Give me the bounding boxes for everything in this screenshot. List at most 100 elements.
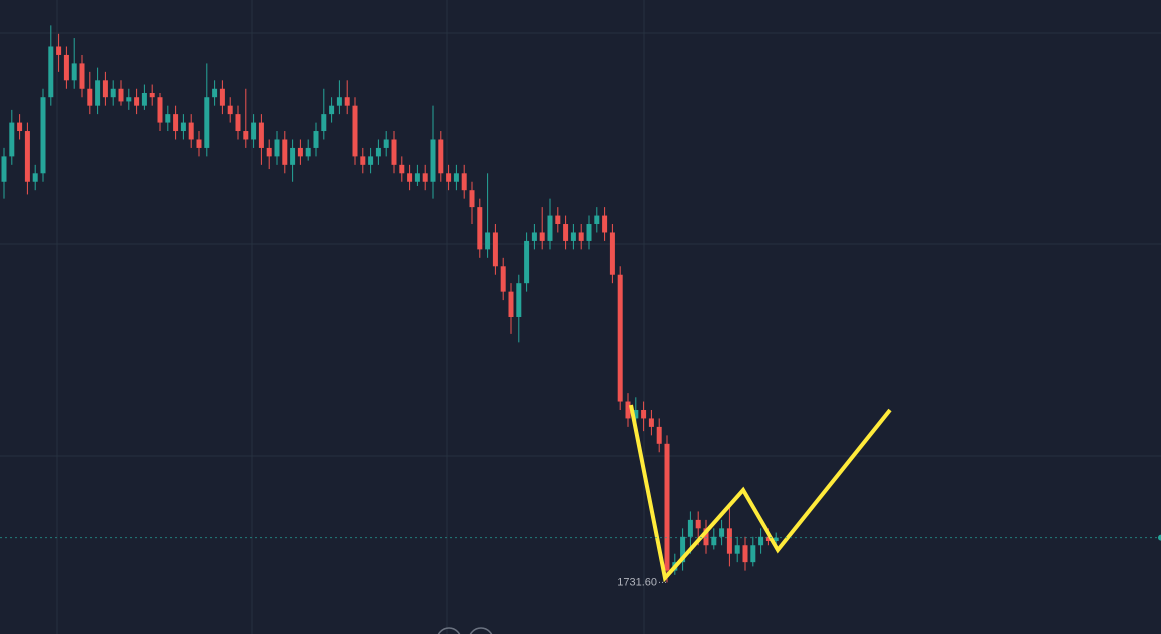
candle-body (492, 232, 498, 267)
candle-body (71, 63, 77, 81)
candle-body (648, 418, 654, 427)
candle-body (48, 46, 54, 98)
candle-body (212, 88, 218, 98)
candle-body (391, 139, 397, 165)
candle-body (555, 215, 561, 225)
candle-body (9, 122, 15, 157)
candle-body (656, 426, 662, 444)
candle-body (726, 528, 732, 554)
candle-body (734, 545, 740, 554)
candle-body (360, 156, 366, 165)
candle-body (204, 97, 210, 148)
candle-body (282, 139, 288, 165)
candle-body (290, 147, 296, 165)
candle-body (24, 131, 30, 182)
candle-body (594, 215, 600, 225)
candle-body (711, 536, 717, 546)
candle-body (188, 122, 194, 140)
candle-body (32, 173, 38, 182)
candle-body (344, 97, 350, 106)
candle-body (368, 156, 374, 165)
candle-body (516, 283, 522, 317)
candle-body (321, 114, 327, 132)
candle-body (352, 105, 358, 157)
candle-body (687, 519, 693, 537)
candle-body (485, 232, 491, 250)
candle-body (17, 122, 23, 132)
candle-body (118, 88, 124, 102)
candle-body (578, 232, 584, 241)
candle-body (141, 92, 147, 106)
candle-body (414, 173, 420, 182)
candle-body (453, 173, 459, 182)
candle-body (742, 545, 748, 563)
candle-body (297, 147, 303, 157)
candle-body (664, 443, 670, 571)
candle-body (477, 207, 483, 250)
candle-body (703, 528, 709, 546)
candle-body (500, 266, 506, 292)
candle-body (157, 97, 163, 123)
candle-body (126, 97, 132, 102)
candle-body (79, 63, 85, 89)
candle-body (102, 80, 108, 98)
candle-body (563, 224, 569, 241)
candle-body (422, 173, 428, 182)
candle-body (243, 131, 249, 140)
candle-body (609, 232, 615, 275)
candle-body (438, 139, 444, 174)
candle-body (227, 105, 233, 115)
candle-body (305, 147, 311, 157)
candle-body (196, 139, 202, 148)
candle-body (524, 240, 530, 284)
candle-body (773, 537, 779, 542)
candle-body (40, 97, 46, 174)
low-label: 1731.60 (617, 576, 657, 588)
candle-body (539, 232, 545, 241)
candle-body (602, 215, 608, 233)
candle-body (313, 131, 319, 148)
candle-body (617, 274, 623, 402)
candle-body (95, 80, 101, 106)
candle-body (134, 97, 140, 106)
candle-body (461, 173, 467, 191)
candle-body (87, 88, 93, 106)
candle-body (383, 139, 389, 148)
candle-body (625, 401, 631, 419)
candle-body (680, 536, 686, 563)
candle-body (633, 409, 639, 419)
candle-body (750, 545, 756, 563)
nav-button[interactable] (469, 627, 493, 634)
candle-body (765, 536, 771, 542)
candle-body (469, 190, 475, 208)
candle-body (375, 147, 381, 157)
candle-body (1, 156, 7, 182)
drawing-zigzag (629, 404, 892, 583)
candle-body (407, 173, 413, 182)
candle-body (219, 88, 225, 106)
candle-body (266, 147, 272, 157)
candle-body (235, 114, 241, 132)
candle-body (336, 97, 342, 106)
candle-body (63, 54, 69, 81)
candle-body (258, 122, 264, 148)
candle-body (110, 88, 116, 98)
candle-body (274, 139, 280, 157)
last-price-dot (1158, 534, 1161, 541)
candle-body (165, 114, 171, 123)
candle-body (399, 164, 405, 174)
candle-body (531, 232, 537, 241)
candle-body (586, 224, 592, 241)
candle-body (180, 122, 186, 132)
candle-body (56, 46, 62, 55)
candle-body (695, 519, 701, 529)
candle-body (329, 105, 335, 115)
candle-body (641, 409, 647, 419)
candle-body (446, 173, 452, 182)
nav-button[interactable] (437, 627, 461, 634)
candle-body (173, 114, 179, 132)
